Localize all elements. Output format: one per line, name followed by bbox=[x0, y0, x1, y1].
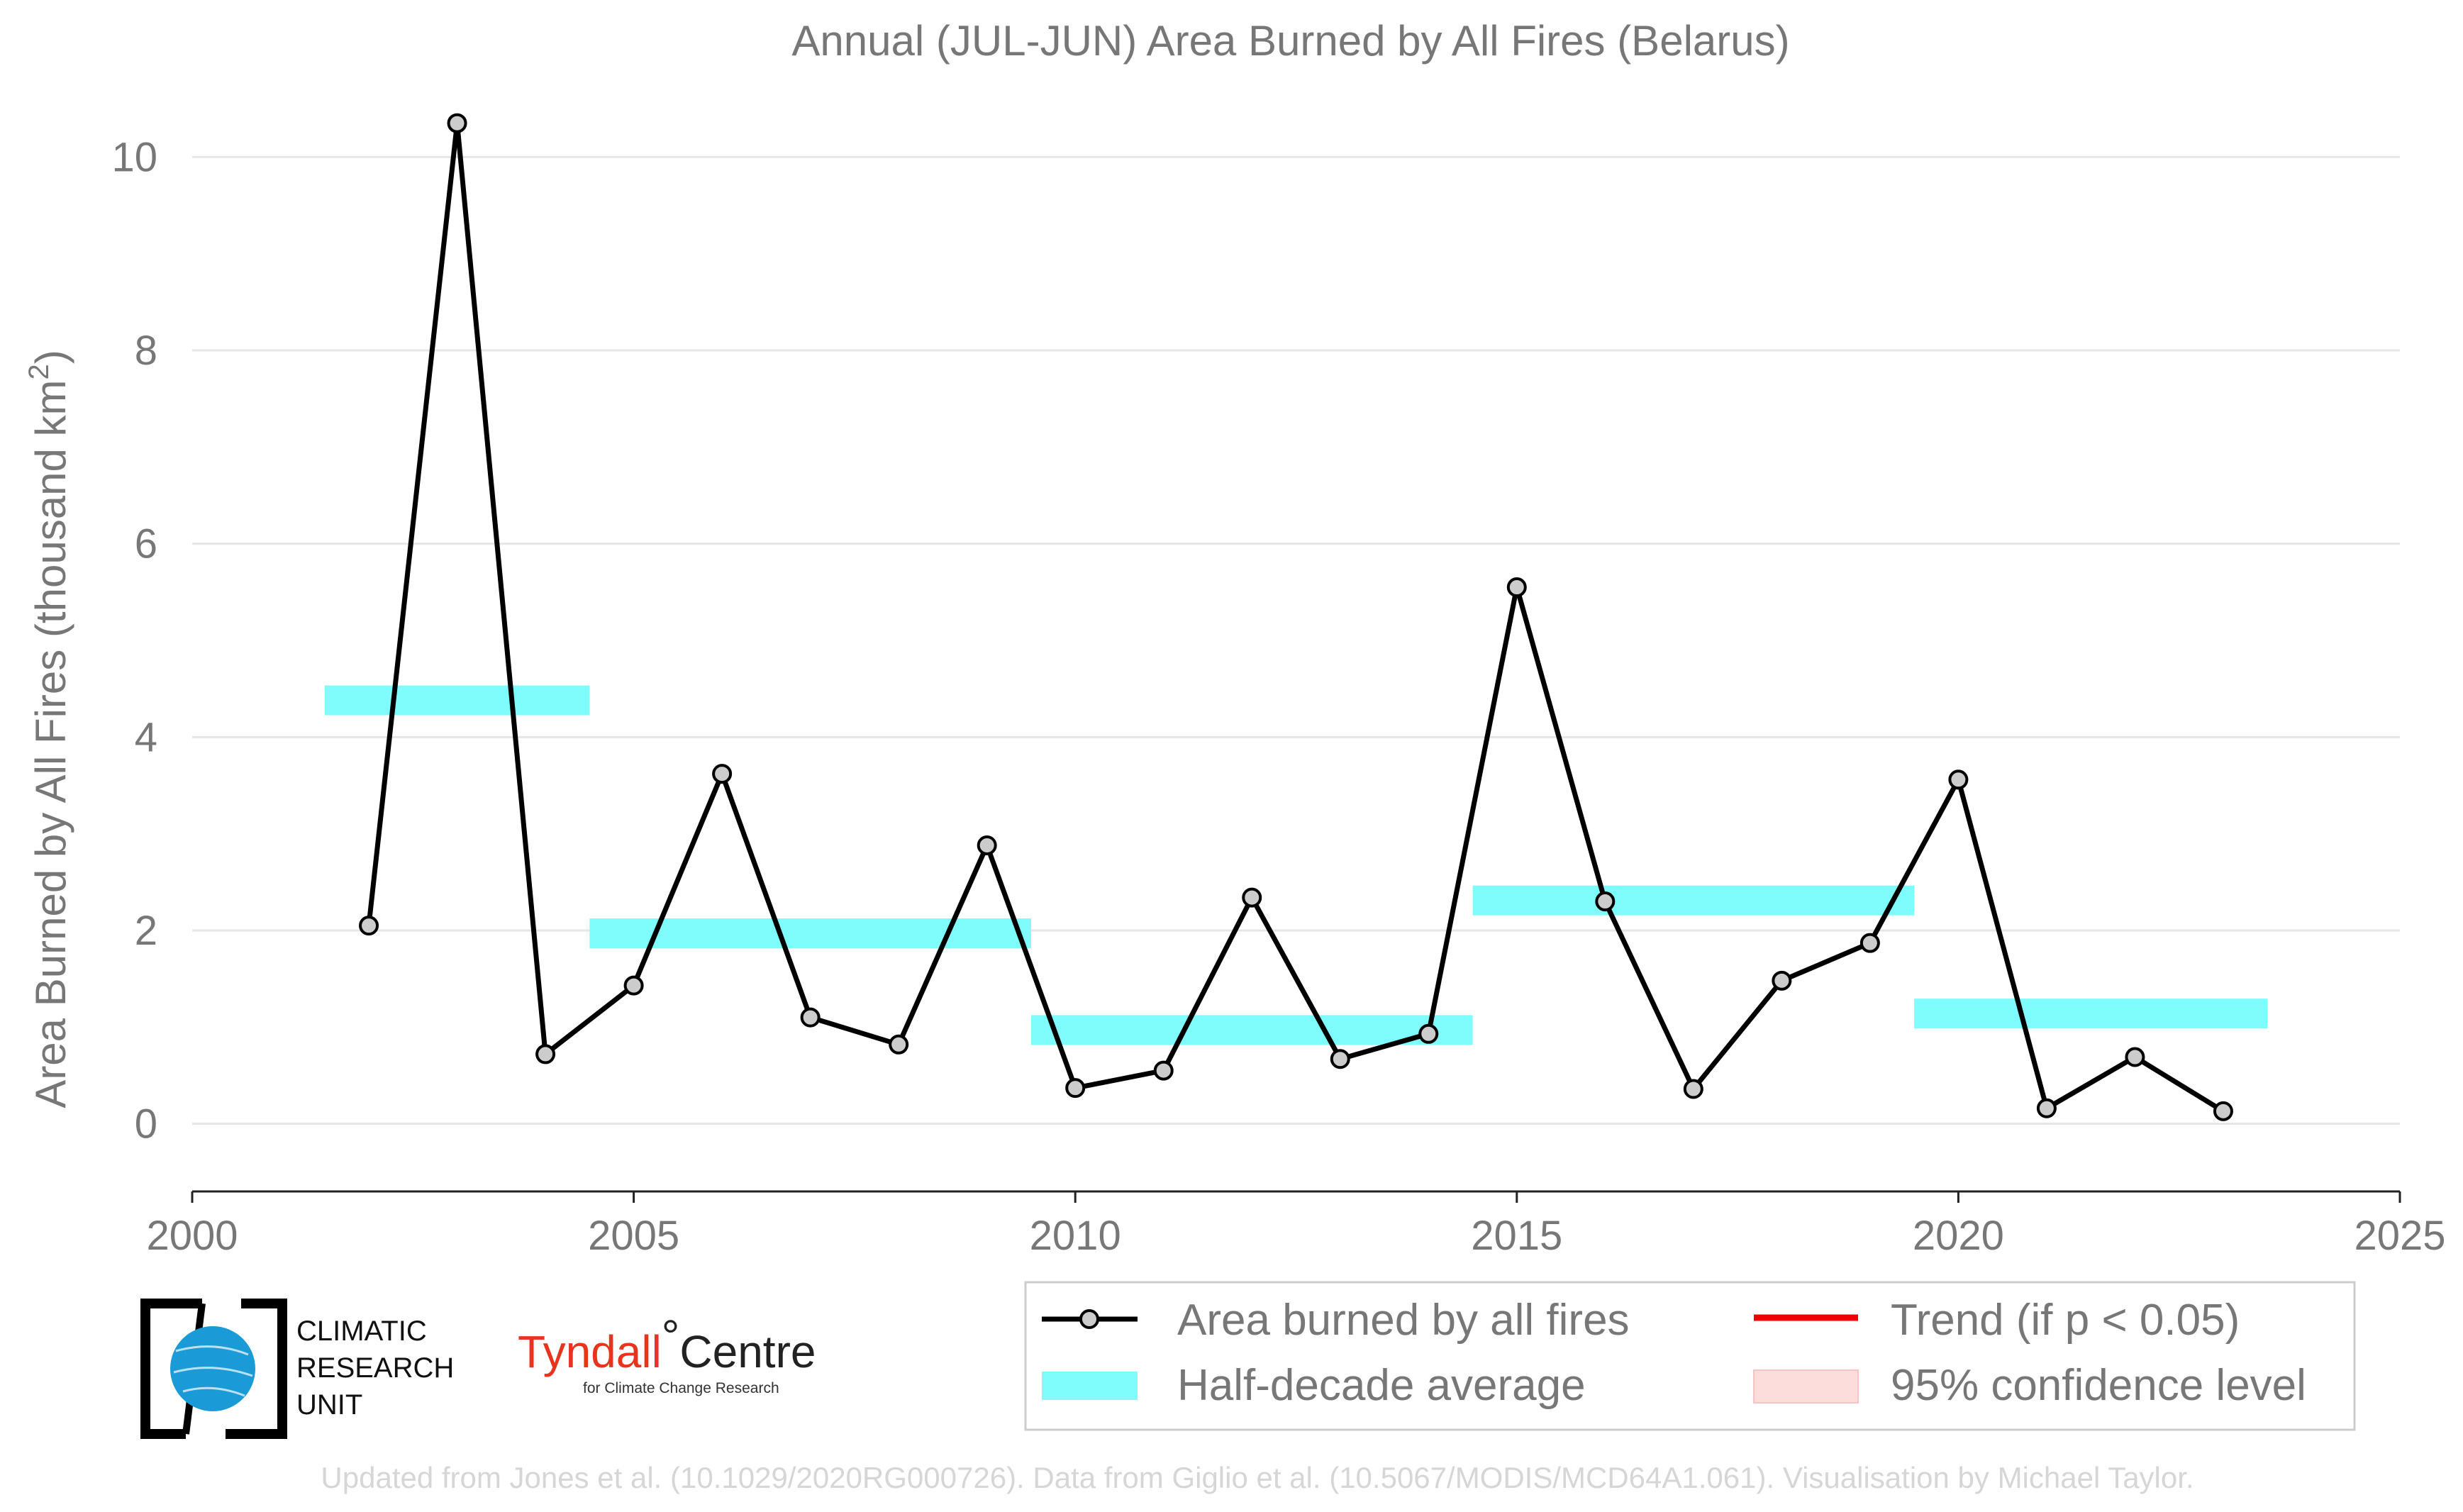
legend-confidence-swatch bbox=[1753, 1369, 1859, 1403]
data-point-2006 bbox=[712, 764, 733, 784]
data-point-2021 bbox=[2036, 1098, 2057, 1118]
legend-label-confidence: 95% confidence level bbox=[1891, 1361, 2306, 1410]
chart-title: Annual (JUL-JUN) Area Burned by All Fire… bbox=[791, 17, 1789, 65]
y-tick-label-2: 2 bbox=[135, 908, 157, 954]
x-tick-label-2005: 2005 bbox=[588, 1213, 679, 1259]
tyndall-logo-degree: ° bbox=[662, 1311, 680, 1362]
data-point-2004 bbox=[535, 1044, 556, 1064]
data-point-2010 bbox=[1065, 1078, 1086, 1099]
legend-item-trend: Trend (if p < 0.05) bbox=[1754, 1296, 2240, 1345]
tyndall-logo-name: Tyndall bbox=[518, 1326, 662, 1377]
data-point-2019 bbox=[1859, 933, 1880, 953]
tyndall-logo-wordmark: Tyndall°Centre bbox=[518, 1311, 816, 1377]
y-axis-label-close: ) bbox=[27, 350, 74, 364]
legend: Area burned by all fires Trend (if p < 0… bbox=[1024, 1281, 2356, 1431]
y-axis-label-superscript: 2 bbox=[23, 364, 55, 379]
tyndall-logo-centre: Centre bbox=[679, 1326, 816, 1377]
legend-item-confidence: 95% confidence level bbox=[1753, 1361, 2306, 1410]
half-decade-band-1 bbox=[324, 685, 590, 716]
point-markers bbox=[359, 113, 2233, 1121]
cru-logo-bracket bbox=[140, 1299, 287, 1439]
data-point-2012 bbox=[1242, 887, 1262, 908]
grid-lines bbox=[192, 155, 2400, 1125]
y-tick-labels: 0 2 4 6 8 10 bbox=[111, 134, 157, 1147]
y-tick-label-0: 0 bbox=[135, 1101, 157, 1147]
x-tick-label-2020: 2020 bbox=[1913, 1213, 2004, 1259]
data-point-2015 bbox=[1506, 577, 1527, 598]
legend-item-half-decade: Half-decade average bbox=[1042, 1361, 1586, 1410]
legend-label-series: Area burned by all fires bbox=[1177, 1296, 1630, 1345]
data-point-2005 bbox=[623, 975, 644, 996]
y-axis-label-main: Area Burned by All Fires (thousand km bbox=[27, 380, 74, 1108]
series-line-group bbox=[366, 121, 2225, 1113]
cru-logo-text-2: RESEARCH bbox=[296, 1352, 454, 1384]
data-point-2018 bbox=[1772, 970, 1792, 991]
legend-item-series: Area burned by all fires bbox=[1042, 1296, 1630, 1345]
y-axis-label: Area Burned by All Fires (thousand km2) bbox=[23, 350, 74, 1108]
data-point-2011 bbox=[1153, 1060, 1174, 1081]
x-tick-label-2000: 2000 bbox=[146, 1213, 238, 1259]
data-point-2009 bbox=[977, 835, 997, 855]
data-point-2013 bbox=[1330, 1049, 1350, 1069]
half-decade-band-4 bbox=[1472, 885, 1915, 916]
x-ticks: 2000 2005 2010 2015 2020 2025 bbox=[146, 1191, 2446, 1259]
y-tick-label-10: 10 bbox=[111, 134, 157, 180]
globe-icon-lines bbox=[173, 1345, 253, 1397]
cru-logo-text-1: CLIMATIC bbox=[296, 1316, 427, 1347]
data-point-2016 bbox=[1595, 891, 1616, 912]
data-point-2020 bbox=[1948, 769, 1969, 790]
half-decade-band-2 bbox=[589, 918, 1031, 949]
data-point-2008 bbox=[889, 1034, 909, 1055]
credit-line: Updated from Jones et al. (10.1029/2020R… bbox=[321, 1461, 2194, 1494]
cru-logo: CLIMATIC RESEARCH UNIT bbox=[140, 1299, 454, 1439]
data-point-2003 bbox=[447, 113, 467, 133]
series-line-area-burned bbox=[366, 121, 2225, 1113]
data-point-2014 bbox=[1418, 1023, 1439, 1044]
legend-label-trend: Trend (if p < 0.05) bbox=[1891, 1296, 2240, 1345]
legend-box bbox=[1024, 1281, 2356, 1431]
tyndall-logo: Tyndall°Centre for Climate Change Resear… bbox=[518, 1311, 816, 1396]
tyndall-logo-subtitle: for Climate Change Research bbox=[583, 1380, 779, 1396]
legend-series-swatch-marker bbox=[1079, 1309, 1099, 1329]
data-point-2023 bbox=[2213, 1101, 2233, 1121]
half-decade-bands bbox=[324, 685, 2268, 1045]
data-point-2017 bbox=[1683, 1079, 1703, 1099]
x-tick-label-2010: 2010 bbox=[1030, 1213, 1121, 1259]
y-tick-label-4: 4 bbox=[135, 714, 157, 760]
x-tick-label-2025: 2025 bbox=[2354, 1213, 2445, 1259]
data-point-2007 bbox=[800, 1007, 821, 1028]
data-point-2022 bbox=[2125, 1047, 2145, 1067]
data-point-2002 bbox=[359, 916, 379, 936]
y-tick-label-8: 8 bbox=[135, 328, 157, 374]
cru-logo-text-3: UNIT bbox=[296, 1389, 362, 1421]
y-tick-label-6: 6 bbox=[135, 521, 157, 567]
x-tick-label-2015: 2015 bbox=[1471, 1213, 1562, 1259]
half-decade-band-5 bbox=[1914, 999, 2268, 1029]
legend-half-decade-swatch bbox=[1042, 1372, 1138, 1400]
legend-label-half-decade: Half-decade average bbox=[1177, 1361, 1586, 1410]
